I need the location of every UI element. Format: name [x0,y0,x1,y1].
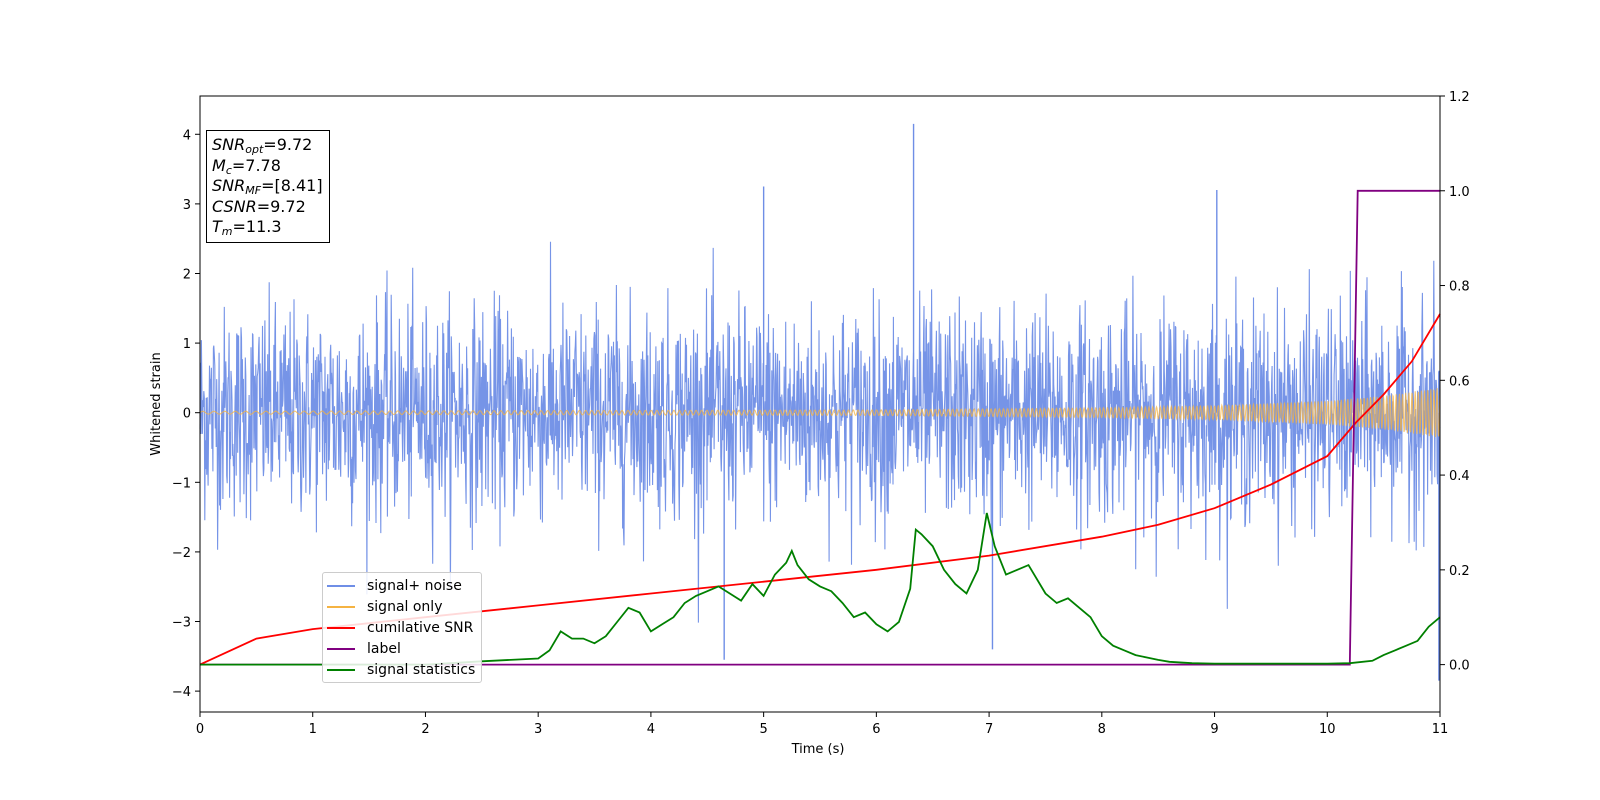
series-line-signal-statistics [200,512,1441,666]
plot-frame [199,95,1441,713]
legend-label: signal only [367,598,443,615]
x-tick-label: 9 [1210,722,1218,737]
legend-label: signal statistics [367,661,476,678]
signal-only-line [199,388,1441,437]
y-tick-label-right: 0.2 [1449,564,1470,579]
y-tick-label-right: 0.4 [1449,469,1470,484]
x-tick-label: 4 [647,722,655,737]
y-tick-label-left: 0 [183,407,191,422]
x-tick-label: 3 [534,722,542,737]
snr-opt-annotation: SNRopt=9.72 [212,135,313,156]
csnr-annotation: CSNR=9.72 [212,196,306,216]
legend-label: signal+ noise [367,577,462,594]
y-tick-label-left: 1 [183,337,191,352]
legend-swatch [327,605,355,608]
y-axis-left: 4 3 2 1 0 −1 −2 −3 −4 [172,128,200,700]
y-tick-label-left: 3 [183,198,191,213]
x-axis: 0 1 2 3 4 5 6 7 8 9 10 11 [196,712,1448,737]
y-tick-label-left: −4 [172,685,191,700]
x-tick-label: 6 [872,722,880,737]
x-tick-label: 7 [985,722,993,737]
legend-item-signal-only: signal only [327,596,475,617]
x-tick-label: 10 [1319,722,1336,737]
legend-label: cumilative SNR [367,619,474,636]
y-tick-label-left: 4 [183,128,191,143]
snr-mf-annotation: SNRMF=[8.41] [212,176,323,197]
y-tick-label-left: −2 [172,546,191,561]
y-tick-label-left: −3 [172,616,191,631]
y-tick-label-left: −1 [172,476,191,491]
y-tick-label-right: 0.6 [1449,374,1470,389]
legend-item-cumulative-snr: cumilative SNR [327,617,475,638]
y-tick-label-right: 0.8 [1449,280,1470,295]
x-tick-label: 8 [1098,722,1106,737]
y-tick-label-right: 1.2 [1449,90,1470,105]
x-tick-label: 5 [759,722,767,737]
x-tick-label: 0 [196,722,204,737]
x-axis-label: Time (s) [791,742,845,757]
y-axis-right: 1.2 1.0 0.8 0.6 0.4 0.2 0.0 [1440,90,1470,674]
x-tick-label: 11 [1432,722,1449,737]
legend-swatch [327,647,355,650]
y-tick-label-right: 1.0 [1449,185,1470,200]
signal-noise-series [199,123,1441,681]
tm-annotation: Tm=11.3 [212,217,282,238]
x-tick-label: 1 [309,722,317,737]
legend-item-signal-noise: signal+ noise [327,575,475,596]
signal-noise-line [199,241,1441,623]
series-line-label [200,189,1440,666]
y-tick-label-left: 2 [183,267,191,282]
legend-item-signal-statistics: signal statistics [327,659,475,680]
x-tick-label: 2 [421,722,429,737]
legend: signal+ noise signal only cumilative SNR… [322,572,483,683]
legend-label: label [367,640,401,657]
legend-swatch [327,584,355,587]
legend-item-label: label [327,638,475,659]
legend-swatch [327,668,355,671]
mc-annotation: Mc=7.78 [212,155,281,177]
y-tick-label-right: 0.0 [1449,659,1470,674]
signal-only-series [199,388,1441,437]
annotation-box: SNRopt=9.72 Mc=7.78 SNRMF=[8.41] CSNR=9.… [206,130,330,243]
y-axis-label: Whitened strain [149,352,164,455]
legend-swatch [327,626,355,629]
